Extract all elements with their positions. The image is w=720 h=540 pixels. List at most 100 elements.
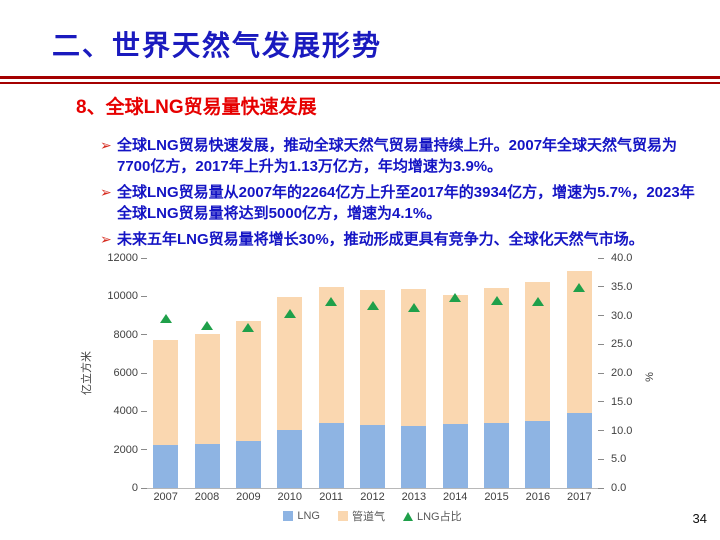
bar-2015 xyxy=(484,288,510,488)
tick-mark xyxy=(598,401,604,403)
bullet-item: ➢ 全球LNG贸易量从2007年的2264亿方上升至2017年的3934亿方，增… xyxy=(100,182,696,224)
section-subtitle: 8、全球LNG贸易量快速发展 xyxy=(76,97,317,118)
x-axis-tick-label: 2016 xyxy=(525,491,551,503)
bar-segment-lng xyxy=(401,425,427,488)
bar-segment-lng xyxy=(566,412,592,488)
bar-2007 xyxy=(153,340,179,488)
y-axis-tick-label: 4000 xyxy=(113,405,138,418)
secondary-y-axis-tick-label: 20.0 xyxy=(611,367,633,379)
chart-legend: LNG 管道气 LNG占比 xyxy=(145,508,600,524)
pipeline-swatch-icon xyxy=(338,511,348,521)
bar-segment-lng xyxy=(484,423,510,488)
bullet-list: ➢ 全球LNG贸易快速发展，推动全球天然气贸易量持续上升。2007年全球天然气贸… xyxy=(100,135,696,255)
bar-2016 xyxy=(525,282,551,488)
x-axis-tick-label: 2009 xyxy=(236,491,261,503)
x-axis-tick-label: 2008 xyxy=(194,491,220,503)
bar-segment-pipeline xyxy=(235,321,261,442)
bar-2011 xyxy=(318,286,344,488)
y-axis-tick-label: 10000 xyxy=(107,290,138,303)
secondary-y-axis-tick-label: 15.0 xyxy=(611,395,633,408)
bar-segment-pipeline xyxy=(194,333,220,445)
tick-mark xyxy=(598,286,604,288)
tick-mark xyxy=(598,458,604,460)
tick-mark xyxy=(141,334,147,336)
tick-mark xyxy=(141,257,147,259)
tick-mark xyxy=(598,257,604,259)
bar-2009 xyxy=(235,321,261,488)
bullet-arrow-icon: ➢ xyxy=(100,184,112,200)
bar-segment-lng xyxy=(442,424,468,488)
y-axis-tick-label: 2000 xyxy=(113,443,138,456)
secondary-y-axis-tick-label: 30.0 xyxy=(611,309,633,322)
x-axis-tick-label: 2015 xyxy=(484,491,509,503)
bar-2010 xyxy=(277,296,303,488)
secondary-y-axis-tick-label: 25.0 xyxy=(611,338,633,351)
y-axis-ticks-left: 0 2000 4000 6000 8000 10000 12000 xyxy=(86,252,138,494)
x-axis-tick-label: 2013 xyxy=(401,491,427,503)
lng-share-marker-icon xyxy=(573,282,586,292)
tick-mark xyxy=(141,487,147,489)
y-axis-tick-label: 6000 xyxy=(113,367,138,379)
x-axis-tick-label: 2007 xyxy=(153,491,178,503)
title-divider-line-top xyxy=(0,76,720,79)
secondary-y-axis-tick-label: 10.0 xyxy=(611,424,633,437)
legend-label: 管道气 xyxy=(352,511,385,523)
x-axis-tick-label: 2010 xyxy=(277,491,302,503)
bar-segment-lng xyxy=(194,444,220,488)
bullet-arrow-icon: ➢ xyxy=(100,137,112,153)
lng-share-marker-icon xyxy=(490,296,503,306)
legend-item-pipeline: 管道气 xyxy=(338,508,385,524)
bar-2013 xyxy=(401,289,427,488)
bullet-item: ➢ 未来五年LNG贸易量将增长30%，推动形成更具有竞争力、全球化天然气市场。 xyxy=(100,229,696,250)
tick-mark xyxy=(141,410,147,412)
tick-mark xyxy=(141,295,147,297)
bar-segment-lng xyxy=(525,421,551,488)
lng-share-marker-icon xyxy=(407,303,420,313)
y-axis-tick-label: 12000 xyxy=(107,252,138,264)
x-axis-tick-label: 2017 xyxy=(567,491,592,503)
y-axis-tick-label: 0 xyxy=(131,482,138,494)
secondary-y-axis-tick-label: 5.0 xyxy=(611,453,627,466)
lng-share-marker-icon xyxy=(242,322,255,332)
tick-mark xyxy=(598,315,604,316)
legend-label: LNG xyxy=(297,510,320,522)
legend-item-lng: LNG xyxy=(283,510,320,522)
triangle-marker-icon xyxy=(403,511,413,521)
x-axis-tick-label: 2011 xyxy=(319,491,343,503)
bullet-text: 全球LNG贸易快速发展，推动全球天然气贸易量持续上升。2007年全球天然气贸易为… xyxy=(117,137,678,175)
y-axis-tick-label: 8000 xyxy=(113,328,138,341)
y-axis-ticks-right: 0.0 5.0 10.0 15.0 20.0 25.0 30.0 35.0 40.0 xyxy=(611,252,657,494)
bar-segment-pipeline xyxy=(360,289,385,426)
bullet-arrow-icon: ➢ xyxy=(100,231,112,247)
bar-segment-lng xyxy=(360,425,385,488)
lng-share-marker-icon xyxy=(449,292,462,302)
bar-2012 xyxy=(360,289,385,488)
legend-item-lng-share: LNG占比 xyxy=(403,508,462,524)
bar-segment-lng xyxy=(235,441,261,488)
tick-mark xyxy=(598,343,604,345)
x-axis-tick-label: 2014 xyxy=(442,491,468,503)
bar-segment-pipeline xyxy=(318,286,344,423)
lng-share-marker-icon xyxy=(325,296,338,306)
title-divider-line-bottom xyxy=(0,82,720,84)
x-axis-tick-label: 2012 xyxy=(360,491,385,503)
legend-label: LNG占比 xyxy=(417,511,462,523)
bar-segment-pipeline xyxy=(566,271,592,413)
tick-mark xyxy=(598,487,604,489)
tick-mark xyxy=(598,372,604,374)
tick-mark xyxy=(141,372,147,374)
bar-segment-pipeline xyxy=(484,288,510,424)
bar-2008 xyxy=(194,333,220,488)
lng-share-marker-icon xyxy=(159,313,172,323)
bar-segment-lng xyxy=(153,444,179,488)
x-axis-labels: 2007 2008 2009 2010 2011 2012 2013 2014 2015 2016… xyxy=(145,491,600,503)
bar-segment-pipeline xyxy=(277,296,303,431)
page-title: 二、世界天然气发展形势 xyxy=(52,30,383,61)
bar-segment-pipeline xyxy=(442,295,468,425)
secondary-y-axis-tick-label: 35.0 xyxy=(611,280,633,293)
lng-share-marker-icon xyxy=(366,300,379,310)
bar-segment-pipeline xyxy=(153,340,179,445)
bullet-text: 未来五年LNG贸易量将增长30%，推动形成更具有竞争力、全球化天然气市场。 xyxy=(117,231,644,248)
bar-segment-lng xyxy=(318,422,344,488)
bullet-text: 全球LNG贸易量从2007年的2264亿方上升至2017年的3934亿方，增速为… xyxy=(117,184,695,222)
